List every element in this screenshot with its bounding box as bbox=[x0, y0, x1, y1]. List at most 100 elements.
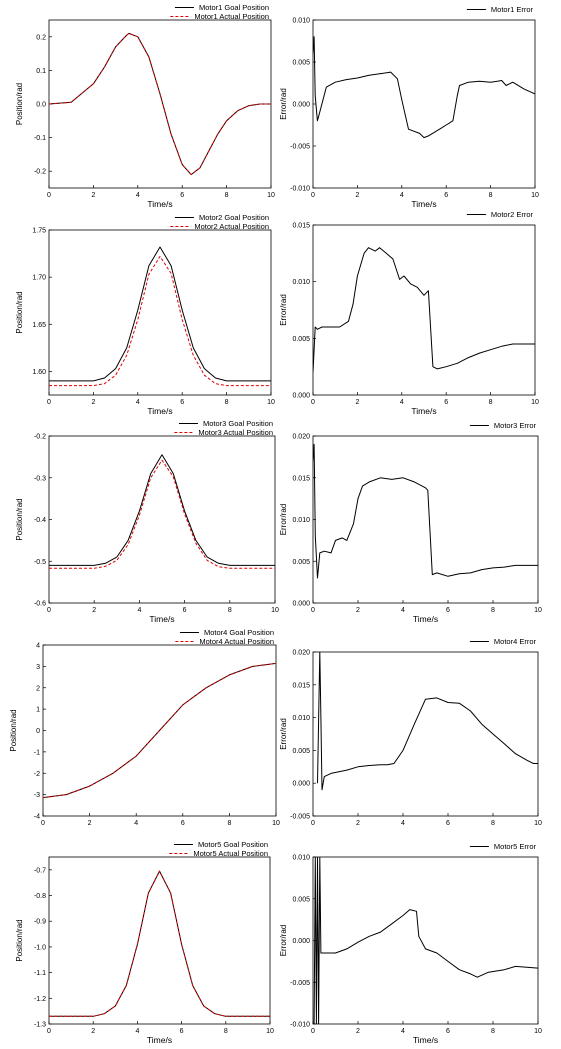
x-tick-label: 8 bbox=[228, 607, 232, 614]
chart-panel-8: 0 2 4 6 8 10 -0.005 0.000 0.005 0.010 0.015 0.020 Er… bbox=[279, 637, 542, 827]
plot-frame bbox=[312, 856, 539, 1025]
y-tick-label: -0.005 bbox=[290, 814, 310, 821]
legend-label: Motor3 Goal Position bbox=[203, 419, 273, 428]
y-tick-label: -1.3 bbox=[34, 1022, 46, 1029]
chart-panel-7: 0 2 4 6 8 10 -4 -3 -2 -1 0 1 2 3 4 Position/rad Motor4 G… bbox=[9, 628, 280, 827]
x-tick-label: 2 bbox=[355, 399, 359, 406]
y-tick-label: -0.9 bbox=[34, 919, 46, 926]
x-tick-label: 8 bbox=[491, 1028, 495, 1035]
y-tick-label: 1.75 bbox=[32, 228, 46, 235]
x-tick-label: 4 bbox=[401, 607, 405, 614]
x-tick-label: 0 bbox=[47, 399, 51, 406]
legend-label: Motor4 Goal Position bbox=[204, 628, 274, 637]
x-axis-label: Time/s bbox=[413, 614, 438, 624]
y-tick-label: 0.015 bbox=[292, 682, 310, 689]
y-tick-label: 2 bbox=[36, 685, 40, 692]
y-tick-label: 0.010 bbox=[292, 18, 310, 25]
y-tick-label: 0.2 bbox=[36, 34, 46, 41]
x-tick-label: 2 bbox=[91, 1028, 95, 1035]
x-tick-label: 6 bbox=[446, 607, 450, 614]
x-axis-label: Time/s bbox=[149, 614, 174, 624]
legend-label: Motor1 Goal Position bbox=[199, 3, 269, 12]
y-axis-label: Error/rad bbox=[279, 504, 288, 536]
y-tick-label: 1.70 bbox=[32, 275, 46, 282]
x-tick-label: 8 bbox=[225, 399, 229, 406]
x-tick-label: 8 bbox=[491, 820, 495, 827]
y-tick-label: -0.3 bbox=[34, 475, 46, 482]
x-tick-label: 10 bbox=[534, 1028, 542, 1035]
y-tick-label: 0.005 bbox=[292, 896, 310, 903]
series-line-1 bbox=[49, 246, 271, 382]
x-axis-label: Time/s bbox=[147, 199, 172, 209]
x-tick-label: 0 bbox=[311, 399, 315, 406]
series-line-2 bbox=[49, 870, 270, 1017]
y-tick-label: -0.010 bbox=[290, 1022, 310, 1029]
y-tick-label: 0.005 bbox=[292, 336, 310, 343]
x-tick-label: 8 bbox=[225, 192, 229, 199]
x-tick-label: 0 bbox=[47, 1028, 51, 1035]
x-tick-label: 2 bbox=[355, 192, 359, 199]
y-tick-label: 0.015 bbox=[292, 223, 310, 230]
x-tick-label: 10 bbox=[266, 1028, 274, 1035]
y-tick-label: -0.2 bbox=[34, 169, 46, 176]
x-tick-label: 6 bbox=[180, 1028, 184, 1035]
x-tick-label: 6 bbox=[181, 820, 185, 827]
plot-frame bbox=[312, 435, 539, 604]
y-tick-label: 0.000 bbox=[292, 601, 310, 608]
plot-frame bbox=[48, 856, 271, 1025]
series-line-1 bbox=[313, 36, 535, 139]
series-line-1 bbox=[49, 870, 270, 1017]
chart-panel-6: 0 2 4 6 8 10 0.000 0.005 0.010 0.015 0.020 Time/s Er… bbox=[279, 421, 542, 624]
series-line-1 bbox=[313, 443, 538, 579]
y-axis-label: Position/rad bbox=[15, 919, 24, 961]
legend-label: Motor2 Error bbox=[491, 210, 534, 219]
legend-label: Motor1 Error bbox=[491, 5, 534, 14]
y-tick-label: -0.1 bbox=[34, 135, 46, 142]
y-tick-label: 0.005 bbox=[292, 559, 310, 566]
plot-frame bbox=[48, 19, 272, 189]
series-line-1 bbox=[49, 454, 275, 566]
chart-panel-2: 0 2 4 6 8 10 -0.010 -0.005 0.000 0.005 0.010 Time/s… bbox=[279, 5, 539, 209]
y-tick-label: -4 bbox=[34, 814, 40, 821]
y-axis-label: Error/rad bbox=[279, 88, 288, 120]
plot-frame bbox=[312, 19, 536, 189]
x-tick-label: 0 bbox=[47, 607, 51, 614]
x-tick-label: 2 bbox=[88, 820, 92, 827]
y-tick-label: 0.005 bbox=[292, 60, 310, 67]
y-tick-label: -0.010 bbox=[290, 186, 310, 193]
y-tick-label: 1 bbox=[36, 707, 40, 714]
chart-panel-3: 0 2 4 6 8 10 1.60 1.65 1.70 1.75 Time/s Position/ra… bbox=[15, 213, 275, 416]
series-line-1 bbox=[317, 652, 538, 791]
y-axis-label: Error/rad bbox=[279, 925, 288, 957]
legend-label: Motor3 Actual Position bbox=[198, 428, 273, 437]
x-axis-label: Time/s bbox=[147, 406, 172, 416]
x-tick-label: 4 bbox=[401, 1028, 405, 1035]
x-tick-label: 2 bbox=[92, 607, 96, 614]
x-axis-label: Time/s bbox=[411, 199, 436, 209]
legend-label: Motor3 Error bbox=[494, 421, 537, 430]
x-tick-label: 0 bbox=[41, 820, 45, 827]
series-line-1 bbox=[49, 32, 271, 176]
y-axis-label: Position/rad bbox=[15, 83, 24, 125]
y-tick-label: 0.000 bbox=[292, 393, 310, 400]
x-tick-label: 0 bbox=[47, 192, 51, 199]
y-axis-label: Position/rad bbox=[9, 709, 18, 751]
x-tick-label: 10 bbox=[267, 399, 275, 406]
y-tick-label: 0.010 bbox=[292, 715, 310, 722]
legend-label: Motor1 Actual Position bbox=[194, 12, 269, 21]
x-tick-label: 2 bbox=[356, 820, 360, 827]
y-tick-label: 0.000 bbox=[292, 102, 310, 109]
x-tick-label: 0 bbox=[311, 1028, 315, 1035]
x-tick-label: 0 bbox=[311, 820, 315, 827]
x-tick-label: 2 bbox=[356, 607, 360, 614]
series-line-1 bbox=[313, 857, 538, 1024]
y-tick-label: 0.0 bbox=[36, 102, 46, 109]
y-tick-label: 0.000 bbox=[292, 781, 310, 788]
x-tick-label: 4 bbox=[136, 399, 140, 406]
x-axis-label: Time/s bbox=[413, 1035, 438, 1045]
y-tick-label: 3 bbox=[36, 664, 40, 671]
x-tick-label: 2 bbox=[91, 399, 95, 406]
x-tick-label: 10 bbox=[531, 192, 539, 199]
x-tick-label: 4 bbox=[400, 399, 404, 406]
